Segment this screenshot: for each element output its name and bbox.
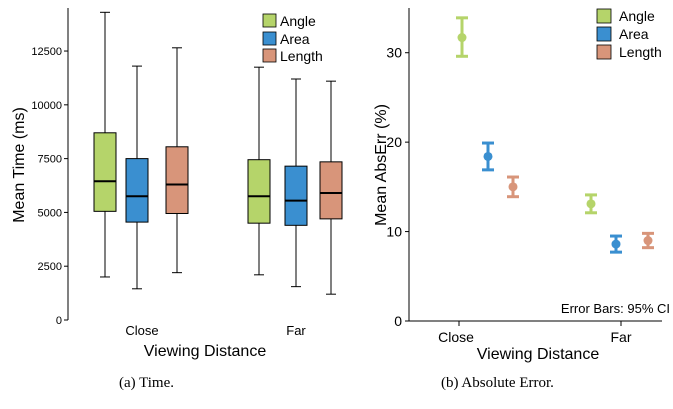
- y-axis-label: Mean AbsErr (%): [373, 104, 390, 226]
- mean-point-area: [611, 239, 621, 249]
- box-length: [319, 161, 343, 220]
- caption-a: (a) Time.: [119, 375, 175, 391]
- mean-point-length: [508, 182, 518, 192]
- box-length: [165, 146, 189, 214]
- right-chart-abserr: 0 10 20 30 Close Far Viewing Distance Mean AbsE…: [373, 8, 670, 363]
- x-axis-label: Viewing Distance: [144, 343, 267, 360]
- x-tick-label: Far: [286, 323, 306, 338]
- legend-label: Angle: [280, 13, 316, 29]
- y-tick-label: 10000: [31, 100, 62, 112]
- legend-label: Length: [619, 44, 662, 60]
- left-chart-time: 0 2500 5000 7500 10000 12500 Close Far Viewing D…: [11, 8, 343, 360]
- x-tick-label: Close: [438, 329, 474, 345]
- caption-b: (b) Absolute Error.: [441, 375, 554, 391]
- box-angle: [247, 159, 271, 224]
- mean-point-angle: [586, 199, 596, 209]
- legend-label: Angle: [619, 8, 655, 24]
- y-tick-label: 5000: [38, 207, 62, 219]
- box-area: [125, 158, 149, 223]
- legend-label: Area: [280, 31, 310, 47]
- mean-point-area: [483, 151, 493, 161]
- y-tick-label: 10: [386, 224, 402, 240]
- mean-point-length: [643, 236, 653, 246]
- legend-label: Area: [619, 26, 649, 42]
- x-axis-label: Viewing Distance: [477, 346, 600, 363]
- y-axis-label: Mean Time (ms): [11, 107, 28, 223]
- y-tick-label: 7500: [38, 154, 62, 166]
- error-bars-annotation: Error Bars: 95% CI: [561, 301, 670, 316]
- legend-swatch: [596, 26, 612, 42]
- legend-swatch: [596, 8, 612, 24]
- y-tick-label: 30: [386, 45, 402, 61]
- legend-swatch: [596, 44, 612, 60]
- legend-swatch: [262, 48, 277, 63]
- y-tick-label: 2500: [38, 261, 62, 273]
- mean-point-angle: [457, 33, 467, 43]
- y-tick-label: 12500: [31, 46, 62, 58]
- box-area: [284, 165, 308, 226]
- legend-swatch: [262, 31, 277, 46]
- legend-swatch: [262, 13, 277, 28]
- legend-label: Length: [280, 48, 323, 64]
- y-tick-label: 20: [386, 134, 402, 150]
- x-tick-label: Far: [611, 329, 632, 345]
- box-angle: [93, 132, 117, 212]
- figure: 0 2500 5000 7500 10000 12500 Close Far Viewing D…: [11, 8, 670, 363]
- y-tick-label: 0: [56, 315, 62, 327]
- x-tick-label: Close: [125, 323, 158, 338]
- y-tick-label: 0: [394, 313, 402, 329]
